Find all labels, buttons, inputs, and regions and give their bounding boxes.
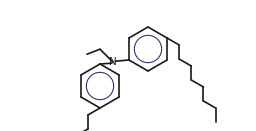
Text: N: N xyxy=(109,57,117,67)
